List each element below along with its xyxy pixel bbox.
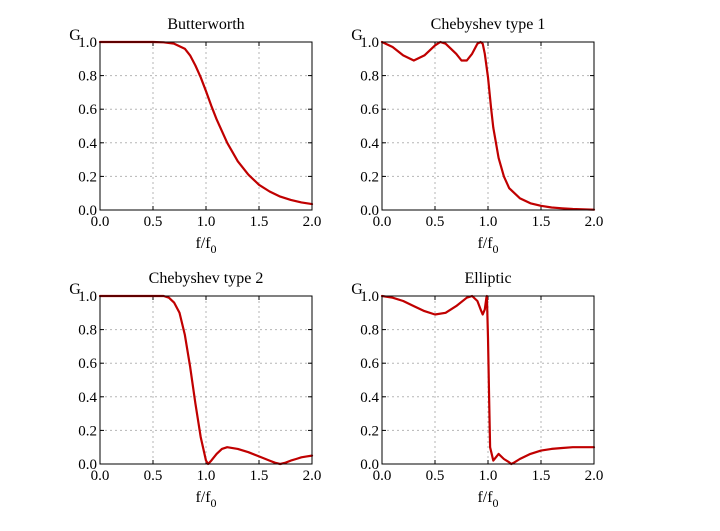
panel-2: 0.0 0.5 1.0 1.5 2.0 0.0 0.2 0.4 0.6 0.8 1.0 Chebysh… (351, 16, 603, 256)
x-tick-label: 0.5 (426, 214, 445, 230)
y-axis-label: G (69, 281, 81, 298)
y-tick-label: 1.0 (78, 35, 97, 51)
x-tick-label: 2.0 (303, 468, 322, 484)
y-tick-label: 0.8 (360, 69, 379, 85)
y-tick-label: 1.0 (360, 35, 379, 51)
y-tick-label: 0.6 (360, 102, 379, 118)
y-tick-label: 0.0 (78, 203, 97, 219)
x-tick-label: 0.0 (91, 214, 110, 230)
y-tick-label: 0.6 (360, 356, 379, 372)
panel-title: Chebyshev type 1 (431, 16, 546, 33)
x-axis-label: f/f0 (195, 489, 216, 510)
y-tick-label: 0.4 (78, 390, 97, 406)
panel-title: Butterworth (167, 16, 244, 33)
plot-frame (99, 295, 313, 465)
y-tick-label: 0.6 (78, 102, 97, 118)
x-tick-label: 0.5 (144, 468, 163, 484)
x-tick-label: 2.0 (303, 214, 322, 230)
x-tick-label: 1.0 (197, 214, 216, 230)
y-axis-label: G (69, 27, 81, 44)
plot-frame (381, 295, 595, 465)
x-tick-label: 1.5 (532, 468, 551, 484)
y-tick-label: 0.6 (78, 356, 97, 372)
response-curve (380, 294, 596, 466)
y-tick-label: 0.8 (360, 323, 379, 339)
y-tick-label: 0.2 (360, 423, 379, 439)
y-tick-label: 0.0 (360, 457, 379, 473)
y-tick-label: 1.0 (360, 289, 379, 305)
response-curve (98, 294, 314, 466)
y-axis-label: G (351, 281, 363, 298)
response-curve (380, 40, 596, 211)
y-tick-label: 0.4 (360, 390, 379, 406)
y-tick-label: 0.8 (78, 323, 97, 339)
y-tick-label: 0.8 (78, 69, 97, 85)
y-tick-label: 0.2 (360, 169, 379, 185)
x-tick-label: 1.0 (479, 468, 498, 484)
x-tick-label: 0.5 (426, 468, 445, 484)
y-tick-label: 0.0 (360, 203, 379, 219)
x-tick-label: 0.5 (144, 214, 163, 230)
plot-frame (381, 41, 595, 211)
x-tick-label: 1.5 (532, 214, 551, 230)
x-axis-label: f/f0 (477, 489, 498, 510)
y-tick-label: 0.4 (360, 136, 379, 152)
x-tick-label: 1.5 (250, 214, 269, 230)
x-tick-label: 0.0 (373, 468, 392, 484)
x-axis-label: f/f0 (195, 235, 216, 256)
panel-3: 0.0 0.5 1.0 1.5 2.0 0.0 0.2 0.4 0.6 0.8 1.0 Chebysh… (69, 270, 321, 510)
y-axis-label: G (351, 27, 363, 44)
x-tick-label: 2.0 (585, 468, 604, 484)
x-tick-label: 1.0 (479, 214, 498, 230)
panel-title: Elliptic (464, 270, 511, 287)
x-tick-label: 1.5 (250, 468, 269, 484)
y-tick-label: 0.2 (78, 169, 97, 185)
panel-1: 0.0 0.5 1.0 1.5 2.0 0.0 0.2 0.4 0.6 0.8 1.0 Butterw… (69, 16, 321, 256)
x-axis-label: f/f0 (477, 235, 498, 256)
panel-title: Chebyshev type 2 (149, 270, 264, 287)
x-tick-label: 2.0 (585, 214, 604, 230)
y-tick-label: 1.0 (78, 289, 97, 305)
panel-4: 0.0 0.5 1.0 1.5 2.0 0.0 0.2 0.4 0.6 0.8 1.0 Ellipti… (351, 270, 603, 510)
y-tick-label: 0.4 (78, 136, 97, 152)
y-tick-label: 0.0 (78, 457, 97, 473)
x-tick-label: 0.0 (373, 214, 392, 230)
x-tick-label: 0.0 (91, 468, 110, 484)
y-tick-label: 0.2 (78, 423, 97, 439)
x-tick-label: 1.0 (197, 468, 216, 484)
plot-frame (99, 41, 313, 211)
